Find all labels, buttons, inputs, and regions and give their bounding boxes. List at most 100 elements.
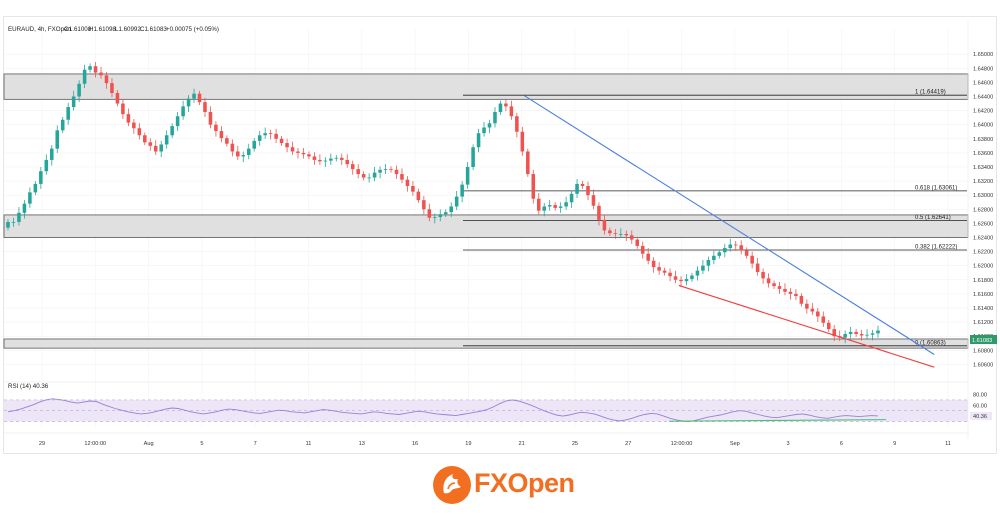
candle-body — [531, 174, 536, 199]
price-tick-label: 1.62200 — [973, 250, 993, 256]
candle-body — [832, 329, 837, 337]
price-tick-label: 1.64200 — [973, 109, 993, 115]
low-value: L1.60992 — [115, 26, 141, 33]
candle-body — [77, 83, 81, 97]
candle-body — [673, 276, 678, 280]
candle-body — [876, 330, 880, 334]
candle-body — [39, 171, 43, 184]
candle-body — [848, 331, 853, 335]
candle-body — [826, 322, 831, 330]
candle-body — [82, 69, 87, 84]
candle-body — [268, 133, 273, 134]
candle-body — [794, 293, 798, 296]
svg-text:1.61083: 1.61083 — [972, 338, 992, 344]
candle-body — [186, 98, 191, 107]
time-tick-label: 21 — [519, 441, 525, 447]
candle-body — [854, 331, 858, 335]
candle-body — [564, 202, 568, 207]
candle-body — [301, 152, 306, 155]
candle-body — [476, 133, 481, 148]
candle-body — [805, 303, 809, 309]
candle-body — [520, 131, 525, 152]
price-tick-label: 1.61800 — [973, 278, 993, 284]
candle-body — [816, 311, 820, 317]
price-tick-label: 1.65000 — [973, 52, 993, 58]
support-trendline — [678, 284, 935, 368]
time-tick-label: 11 — [945, 441, 951, 447]
candle-body — [690, 275, 694, 280]
candle-body — [230, 143, 235, 152]
candle-body — [394, 169, 399, 175]
zone-band — [3, 214, 969, 238]
candle-body — [744, 250, 749, 256]
time-tick-label: 29 — [39, 441, 45, 447]
fxopen-logo-icon — [433, 466, 471, 504]
price-tick-label: 1.61400 — [973, 306, 993, 312]
candle-body — [126, 114, 131, 123]
candle-body — [651, 260, 656, 268]
candle-body — [329, 158, 333, 161]
candle-body — [203, 102, 207, 113]
candle-body — [553, 205, 557, 208]
candle-body — [558, 206, 563, 208]
candle-body — [66, 107, 70, 120]
candle-body — [679, 279, 683, 282]
candle-body — [372, 172, 377, 178]
candle-body — [225, 138, 229, 144]
candle-body — [706, 260, 711, 266]
fib-label: 0.618 (1.63061) — [915, 185, 957, 191]
candle-body — [132, 122, 136, 129]
candle-body — [274, 133, 278, 139]
candle-body — [345, 159, 350, 165]
time-tick-label: 16 — [412, 441, 418, 447]
candle-body — [487, 123, 492, 128]
candle-body — [236, 151, 240, 157]
rsi-tick-label: 60.00 — [973, 403, 987, 409]
candle-body — [11, 221, 16, 223]
symbol-label: EURAUD, 4h, FXOpen — [8, 26, 71, 33]
time-tick-label: 11 — [306, 441, 312, 447]
candle-body — [121, 103, 125, 115]
candle-body — [821, 316, 826, 323]
candle-body — [88, 66, 92, 70]
candle-body — [569, 193, 574, 203]
brand-name: FXOpen — [474, 468, 575, 498]
candle-body — [493, 112, 497, 124]
fib-label: 0.5 (1.62641) — [915, 215, 951, 221]
candle-body — [252, 140, 257, 149]
candle-body — [733, 244, 738, 246]
price-axis: 1.65000 1.64800 1.64600 1.64400 1.64200 1.640… — [967, 20, 993, 438]
candle-body — [257, 135, 262, 141]
candle-body — [361, 174, 366, 178]
time-tick-label: 19 — [465, 441, 471, 447]
candle-body — [597, 205, 601, 220]
price-tick-label: 1.62600 — [973, 221, 993, 227]
candle-body — [214, 124, 218, 132]
time-tick-label: Aug — [144, 441, 154, 447]
candle-body — [367, 177, 371, 179]
price-tick-label: 1.64600 — [973, 80, 993, 86]
price-tick-label: 1.63000 — [973, 193, 993, 199]
time-tick-label: 9 — [893, 441, 896, 447]
candle-body — [153, 145, 158, 152]
candle-body — [629, 235, 634, 240]
time-tick-label: 27 — [625, 441, 631, 447]
candle-body — [115, 92, 120, 104]
candle-body — [192, 93, 196, 99]
time-tick-label: Sep — [730, 441, 740, 447]
time-tick-label: 12:00:00 — [84, 441, 106, 447]
price-tick-label: 1.63600 — [973, 151, 993, 157]
resistance-trendline — [524, 95, 935, 355]
candle-body — [60, 119, 65, 131]
candle-body — [6, 221, 10, 228]
time-tick-label: 7 — [254, 441, 257, 447]
candle-body — [783, 288, 787, 292]
candle-body — [175, 116, 180, 127]
candle-body — [509, 106, 514, 117]
fib-label: 0 (1.60863) — [915, 340, 946, 346]
candle-body — [613, 233, 618, 235]
candle-body — [137, 128, 142, 136]
price-tick-label: 1.64000 — [973, 123, 993, 129]
time-axis: 29 12:00:00 Aug 5 7 11 13 16 19 21 25 27 12:00:00 Sep… — [4, 432, 968, 447]
candle-body — [433, 217, 437, 218]
